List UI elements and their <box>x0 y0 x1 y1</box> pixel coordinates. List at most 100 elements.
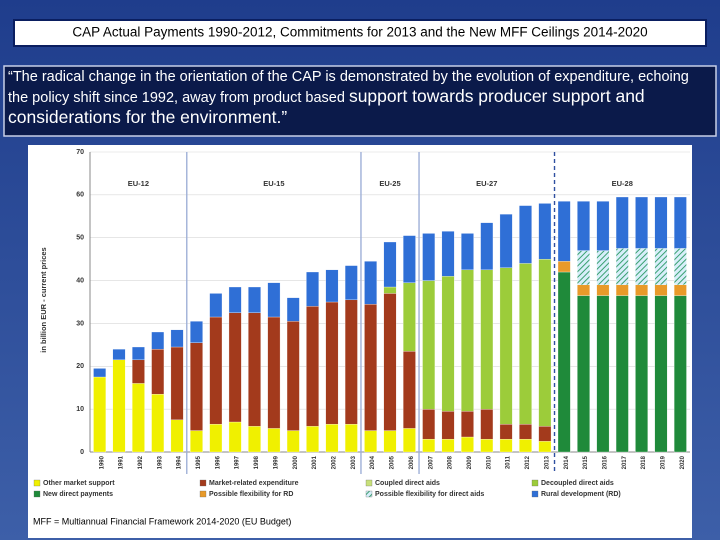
bar-segment <box>93 376 107 453</box>
x-tick-label: 2008 <box>448 455 454 469</box>
bar-segment <box>364 261 377 305</box>
bar-segment <box>209 293 223 318</box>
bar-segment <box>422 408 436 440</box>
bar-segment <box>286 430 300 453</box>
bar-segment <box>461 269 474 412</box>
slide-title: CAP Actual Payments 1990-2012, Commitmen… <box>72 25 647 40</box>
bar-segment <box>461 233 474 271</box>
bar-segment <box>267 316 281 429</box>
x-tick-label: 1992 <box>138 455 144 469</box>
bar-segment <box>557 271 571 453</box>
bar-segment <box>654 248 668 286</box>
bar-segment <box>170 329 184 348</box>
x-tick-label: 2011 <box>506 455 512 469</box>
bar-segment <box>170 346 184 421</box>
legend-label: Other market support <box>43 480 115 487</box>
y-axis-label: in billion EUR - current prices <box>39 247 48 352</box>
x-tick-label: 2005 <box>390 455 396 469</box>
bar-segment <box>654 284 668 296</box>
quote-end: support towards producer support and con… <box>8 86 645 127</box>
bar-segment <box>364 303 377 431</box>
x-tick-label: 1999 <box>273 455 279 469</box>
legend-label: Market-related expenditure <box>209 480 299 487</box>
bar-segment <box>480 269 494 410</box>
x-tick-label: 2018 <box>641 455 647 469</box>
bar-segment <box>499 423 513 440</box>
bar-segment <box>673 196 687 249</box>
bar-segment <box>519 263 532 425</box>
x-tick-label: 1991 <box>119 455 125 469</box>
bar-segment <box>499 213 513 268</box>
bar-segment <box>248 286 261 313</box>
bar-segment <box>635 284 648 296</box>
bar-segment <box>577 250 590 286</box>
bar-segment <box>112 348 126 361</box>
x-tick-label: 1996 <box>215 455 221 469</box>
x-tick-label: 2019 <box>661 455 667 469</box>
legend-swatch <box>531 490 539 498</box>
bar-segment <box>596 284 610 296</box>
bar-segment <box>403 351 416 429</box>
bar-segment <box>538 258 552 427</box>
bar-segment <box>383 286 397 294</box>
x-tick-label: 2004 <box>370 455 376 469</box>
y-tick-label: 0 <box>80 449 84 456</box>
x-tick-label: 2003 <box>351 455 357 469</box>
bar-segment <box>422 233 436 281</box>
bar-segment <box>151 348 165 395</box>
bar-segment <box>480 438 494 453</box>
legend-swatch <box>365 479 373 487</box>
bar-segment <box>441 438 455 453</box>
legend-label: Rural development (RD) <box>541 491 621 498</box>
quote-box <box>3 65 717 137</box>
bar-segment <box>190 342 203 431</box>
bar-segment <box>499 438 513 453</box>
x-tick-label: 1997 <box>235 455 241 469</box>
legend-swatch <box>33 490 41 498</box>
bar-segment <box>635 248 648 286</box>
bar-segment <box>557 201 571 262</box>
bar-segment <box>267 428 281 453</box>
bar-segment <box>577 295 590 453</box>
bar-segment <box>673 248 687 286</box>
bar-segment <box>615 284 629 296</box>
footnote: MFF = Multiannual Financial Framework 20… <box>33 516 291 526</box>
bar-segment <box>654 295 668 453</box>
bar-segment <box>615 295 629 453</box>
bar-segment <box>538 441 552 453</box>
bar-segment <box>480 408 494 440</box>
y-tick-label: 20 <box>76 363 84 370</box>
y-tick-label: 30 <box>76 320 84 327</box>
bar-segment <box>519 438 532 453</box>
bar-segment <box>519 205 532 264</box>
bar-segment <box>132 359 145 384</box>
bar-segment <box>615 248 629 286</box>
bar-segment <box>286 321 300 431</box>
bar-segment <box>209 316 223 425</box>
bar-segment <box>557 261 571 273</box>
bar-segment <box>383 293 397 431</box>
bar-segment <box>635 295 648 453</box>
y-tick-label: 10 <box>76 406 84 413</box>
bar-segment <box>306 271 319 307</box>
quote: “The radical change in the orientation o… <box>8 69 689 127</box>
bar-segment <box>403 282 416 352</box>
title-box <box>13 19 707 47</box>
bar-segment <box>596 295 610 453</box>
x-tick-label: 2014 <box>564 455 570 469</box>
region-label: EU-15 <box>263 179 284 188</box>
bar-segment <box>673 284 687 296</box>
bar-segment <box>248 312 261 427</box>
quote-start: “The radical change in the orientation o… <box>8 69 689 106</box>
x-tick-label: 1993 <box>157 455 163 469</box>
x-tick-label: 2016 <box>602 455 608 469</box>
region-label: EU-28 <box>612 179 633 188</box>
legend-label: Coupled direct aids <box>375 480 440 487</box>
x-tick-label: 2006 <box>409 455 415 469</box>
legend-label: New direct payments <box>43 491 113 498</box>
legend-swatch <box>199 490 207 498</box>
x-tick-label: 1990 <box>99 455 105 469</box>
bar-segment <box>228 312 242 423</box>
bar-segment <box>519 423 532 440</box>
x-tick-label: 2002 <box>332 455 338 469</box>
